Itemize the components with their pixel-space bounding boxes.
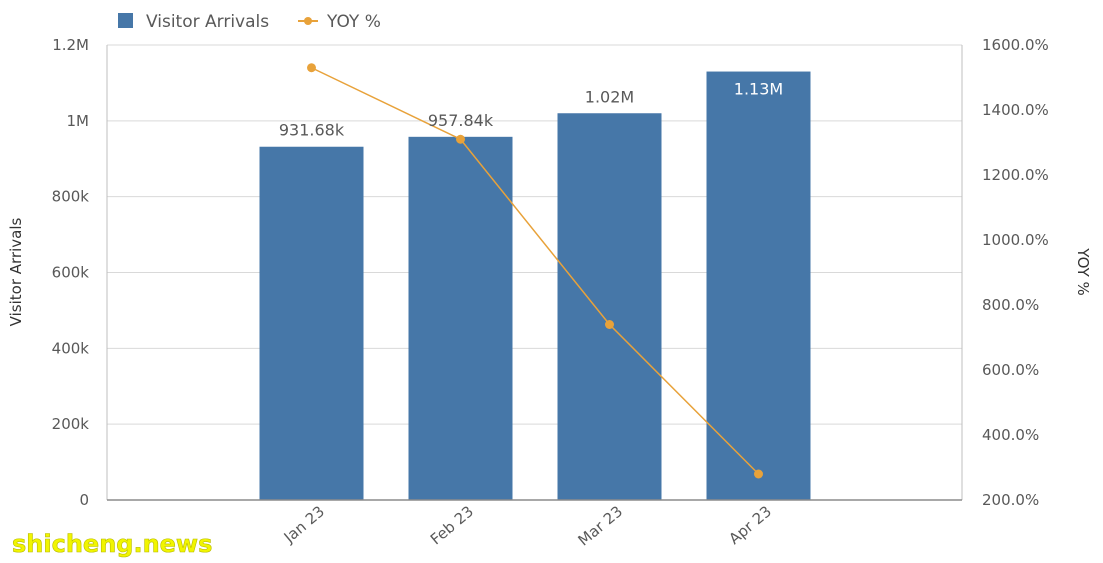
x-axis-tick-label: Apr 23 [725, 502, 775, 548]
x-axis-tick-label: Feb 23 [427, 502, 477, 548]
y-axis-left-tick-label: 1.2M [52, 36, 89, 54]
y-axis-right-ticks: 200.0% 400.0% 600.0% 800.0% 1000.0% 1200.0% 14… [982, 36, 1049, 509]
legend-swatch-bar [118, 13, 133, 28]
y-axis-right-tick-label: 200.0% [982, 491, 1039, 509]
bar-mar-23[interactable] [557, 113, 662, 500]
y-axis-right-tick-label: 400.0% [982, 426, 1039, 444]
yoy-point-feb-23[interactable] [456, 134, 465, 144]
x-axis-tick-label: Mar 23 [575, 502, 627, 549]
yoy-point-mar-23[interactable] [605, 320, 614, 329]
watermark-text: shicheng.news [12, 530, 212, 558]
y-axis-left-tick-label: 0 [79, 491, 89, 509]
bar-series [259, 71, 811, 501]
y-axis-left-tick-label: 200k [52, 415, 90, 433]
bar-data-label: 957.84k [428, 111, 494, 130]
yoy-point-jan-23[interactable] [307, 63, 316, 73]
legend[interactable]: Visitor Arrivals YOY % [118, 12, 381, 32]
y-axis-left-title: Visitor Arrivals [7, 218, 25, 327]
legend-label-visitor-arrivals: Visitor Arrivals [146, 12, 269, 32]
x-axis-tick-label: Jan 23 [280, 502, 328, 547]
y-axis-right-title: YOY % [1074, 247, 1092, 296]
bar-data-label: 1.02M [585, 87, 634, 106]
y-axis-left-tick-label: 1M [67, 112, 90, 130]
gridlines [107, 44, 962, 425]
yoy-line [311, 67, 760, 475]
y-axis-right-tick-label: 1600.0% [982, 36, 1049, 54]
axes [106, 45, 963, 501]
legend-item-yoy[interactable]: YOY % [298, 12, 381, 32]
y-axis-right-tick-label: 1000.0% [982, 231, 1049, 249]
bar-jan-23[interactable] [259, 146, 364, 500]
y-axis-left-tick-label: 800k [52, 188, 90, 206]
bar-data-label: 1.13M [734, 80, 783, 99]
y-axis-right-tick-label: 1400.0% [982, 101, 1049, 119]
bar-data-label: 931.68k [279, 121, 345, 140]
y-axis-right-tick-label: 800.0% [982, 296, 1039, 314]
bar-feb-23[interactable] [408, 136, 513, 500]
data-labels: 931.68k 957.84k 1.02M 1.13M [279, 80, 783, 140]
y-axis-left-tick-label: 600k [52, 264, 90, 282]
y-axis-right-tick-label: 1200.0% [982, 166, 1049, 184]
y-axis-left-ticks: 0 200k 400k 600k 800k 1M 1.2M [52, 36, 90, 509]
bar-apr-23[interactable] [706, 71, 811, 501]
x-axis-ticks: Jan 23 Feb 23 Mar 23 Apr 23 [280, 502, 775, 549]
line-series [307, 63, 763, 479]
y-axis-left-tick-label: 400k [52, 339, 90, 357]
legend-label-yoy: YOY % [326, 12, 381, 32]
legend-swatch-dot [304, 17, 312, 25]
yoy-point-apr-23[interactable] [754, 469, 763, 479]
legend-item-visitor-arrivals[interactable]: Visitor Arrivals [118, 12, 269, 32]
y-axis-right-tick-label: 600.0% [982, 361, 1039, 379]
